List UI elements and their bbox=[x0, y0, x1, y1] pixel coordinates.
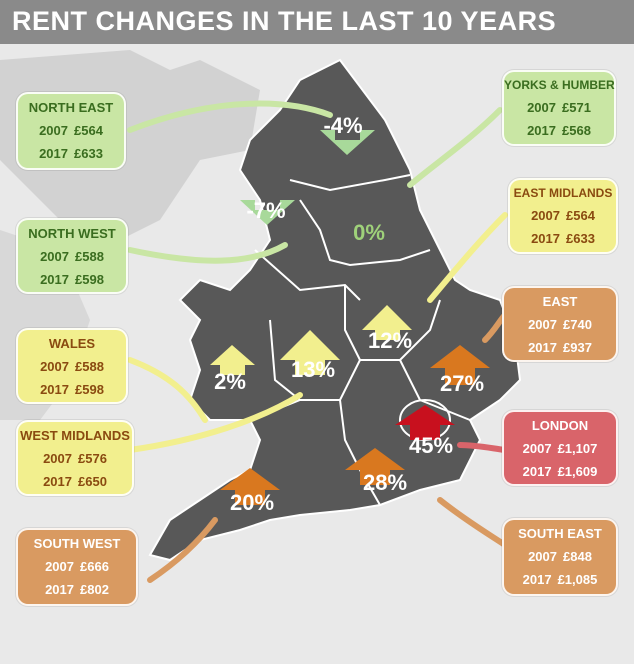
box-east-midlands: EAST MIDLANDS 2007 £564 2017 £633 bbox=[508, 178, 618, 254]
box-yorks-humber: YORKS & HUMBER 2007 £571 2017 £568 bbox=[502, 70, 616, 146]
title-bar bbox=[0, 0, 634, 44]
box-south-east: SOUTH EAST 2007 £848 2017 £1,085 bbox=[502, 518, 618, 596]
box-north-east: NORTH EAST 2007 £564 2017 £633 bbox=[16, 92, 126, 170]
region-name: SOUTH EAST bbox=[518, 526, 602, 541]
box-london: LONDON 2007 £1,107 2017 £1,609 bbox=[502, 410, 618, 486]
arrow-north-west bbox=[240, 200, 295, 225]
change-west-midlands: 13% bbox=[290, 357, 336, 382]
arrow-london bbox=[395, 405, 455, 440]
page-title: RENT CHANGES IN THE LAST 10 YEARS bbox=[12, 6, 557, 36]
change-north-east: -4% bbox=[323, 113, 363, 138]
region-name: EAST MIDLANDS bbox=[513, 186, 613, 200]
arrow-south-west bbox=[220, 468, 280, 505]
change-london: 45% bbox=[408, 433, 454, 458]
change-south-west: 20% bbox=[229, 490, 275, 515]
region-name: WEST MIDLANDS bbox=[20, 428, 130, 443]
arrow-wales bbox=[210, 345, 255, 375]
change-wales: 2% bbox=[214, 369, 246, 394]
connector-lines bbox=[127, 100, 508, 583]
arrow-south-east bbox=[345, 448, 405, 485]
region-name: LONDON bbox=[531, 418, 589, 433]
change-south-east: 28% bbox=[362, 470, 408, 495]
region-name: NORTH EAST bbox=[28, 100, 114, 115]
arrow-north-east bbox=[320, 130, 375, 155]
box-south-west: SOUTH WEST 2007 £666 2017 £802 bbox=[16, 528, 138, 606]
arrow-east-midlands bbox=[362, 305, 412, 340]
arrow-east bbox=[430, 345, 490, 385]
region-name: SOUTH WEST bbox=[33, 536, 121, 551]
region-name: WALES bbox=[48, 336, 96, 351]
region-name: EAST bbox=[542, 294, 578, 309]
change-arrows bbox=[210, 130, 490, 505]
change-north-west: -7% bbox=[246, 198, 286, 223]
box-north-west: NORTH WEST 2007 £588 2017 £598 bbox=[16, 218, 128, 294]
arrow-west-midlands bbox=[280, 330, 340, 375]
change-east-midlands: 12% bbox=[367, 328, 413, 353]
change-yorks: 0% bbox=[353, 220, 385, 245]
change-east: 27% bbox=[439, 371, 485, 396]
box-east: EAST 2007 £740 2017 £937 bbox=[502, 286, 618, 362]
region-name: YORKS & HUMBER bbox=[504, 78, 615, 92]
box-wales: WALES 2007 £588 2017 £598 bbox=[16, 328, 128, 404]
region-name: NORTH WEST bbox=[28, 226, 116, 241]
box-west-midlands: WEST MIDLANDS 2007 £576 2017 £650 bbox=[16, 420, 134, 496]
